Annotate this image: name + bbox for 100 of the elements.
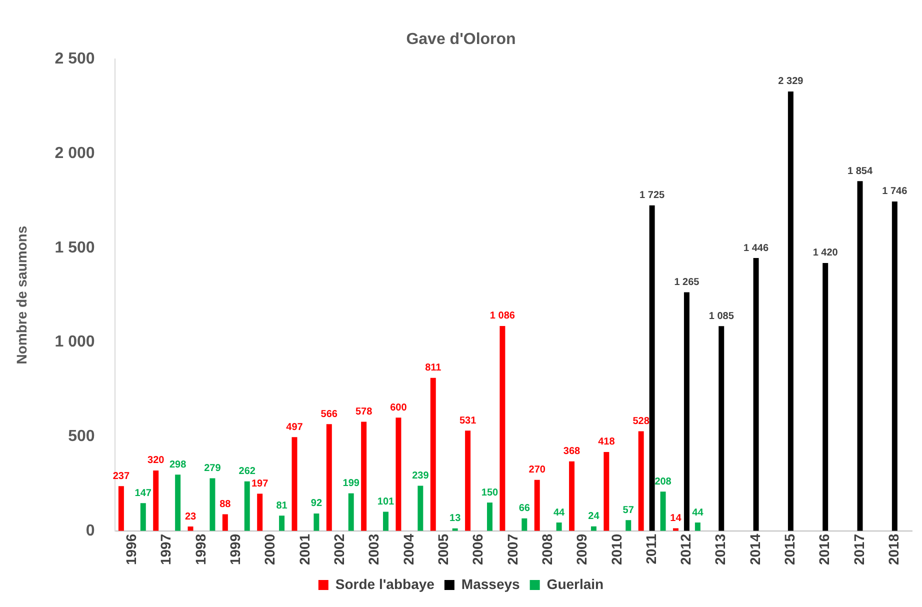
bar — [418, 486, 424, 531]
bar — [822, 262, 828, 531]
bar — [522, 518, 528, 531]
data-label: 262 — [238, 466, 256, 478]
bar — [210, 478, 216, 531]
bar — [430, 378, 436, 531]
bar — [348, 493, 354, 531]
bar — [188, 526, 194, 531]
data-label: 1 854 — [847, 166, 873, 177]
data-label: 57 — [622, 504, 634, 516]
data-label: 23 — [184, 511, 197, 522]
data-label: 531 — [459, 415, 477, 426]
data-label: 147 — [134, 488, 152, 499]
data-label: 150 — [481, 487, 499, 498]
data-label: 208 — [654, 476, 672, 488]
x-tick-label: 2006 — [470, 534, 486, 566]
chart-title: Gave d'Oloron — [406, 31, 516, 48]
data-label: 101 — [377, 496, 395, 508]
y-tick-label: 1 000 — [54, 334, 95, 351]
bar — [361, 422, 367, 531]
data-label: 92 — [310, 498, 322, 510]
x-tick-label: 2010 — [608, 534, 624, 566]
bar — [604, 452, 610, 531]
bar — [788, 91, 794, 531]
bar — [244, 481, 250, 531]
data-label: 1 085 — [708, 310, 734, 322]
bar — [556, 522, 562, 531]
legend-label: Guerlain — [546, 576, 604, 592]
data-label: 1 420 — [812, 248, 838, 259]
data-label: 2 329 — [778, 76, 804, 88]
bar — [140, 503, 146, 531]
bar — [626, 520, 632, 531]
x-tick-label: 2004 — [400, 534, 416, 566]
x-tick-label: 2016 — [816, 534, 832, 566]
x-tick-label: 2014 — [746, 534, 763, 566]
data-label: 298 — [169, 459, 187, 470]
bar — [486, 502, 492, 531]
bar — [396, 418, 402, 531]
data-label: 81 — [276, 500, 288, 512]
y-tick-label: 2 500 — [54, 50, 95, 68]
data-label: 13 — [450, 513, 462, 524]
x-tick-label: 2008 — [538, 534, 555, 566]
x-tick-label: 2003 — [366, 534, 382, 566]
data-label: 199 — [342, 478, 360, 490]
data-label: 237 — [112, 470, 130, 482]
data-label: 24 — [588, 511, 600, 522]
x-tick-label: 1999 — [227, 534, 244, 566]
data-label: 66 — [518, 503, 530, 514]
bar — [175, 474, 181, 531]
legend-label: Masseys — [461, 576, 520, 592]
bar — [569, 461, 575, 531]
x-tick-label: 2018 — [886, 534, 902, 566]
data-label: 44 — [692, 507, 704, 518]
data-label: 279 — [204, 462, 222, 474]
x-tick-label: 2001 — [296, 534, 312, 566]
bar — [753, 258, 759, 531]
y-axis-title: Nombre de saumons — [13, 226, 30, 364]
bar — [500, 326, 506, 531]
data-label: 418 — [598, 436, 616, 448]
y-tick-label: 0 — [86, 522, 95, 540]
bar — [684, 292, 690, 531]
data-label: 600 — [390, 402, 408, 414]
x-tick-label: 2007 — [504, 534, 520, 566]
data-label: 497 — [286, 422, 304, 433]
data-label: 1 086 — [490, 310, 516, 322]
y-tick-label: 1 500 — [54, 239, 95, 256]
x-tick-label: 2000 — [262, 534, 278, 566]
data-label: 270 — [528, 464, 546, 476]
bar — [672, 528, 678, 531]
bar — [892, 201, 898, 531]
x-tick-label: 2012 — [678, 534, 694, 566]
x-tick-label: 2017 — [850, 534, 867, 566]
bar — [383, 512, 388, 531]
data-label: 197 — [251, 478, 269, 490]
data-label: 88 — [220, 499, 232, 510]
bar — [118, 486, 124, 531]
bar — [534, 480, 540, 531]
data-label: 14 — [670, 512, 682, 524]
x-tick-label: 2005 — [434, 534, 451, 566]
bar — [279, 516, 285, 531]
data-label: 44 — [553, 507, 566, 518]
x-tick-label: 1996 — [123, 534, 140, 566]
bar — [314, 514, 320, 531]
x-tick-label: 1997 — [158, 534, 174, 566]
bar — [292, 437, 298, 531]
bar — [857, 181, 863, 531]
x-tick-label: 2015 — [782, 534, 798, 566]
data-label: 811 — [425, 362, 442, 374]
data-label: 239 — [412, 470, 430, 482]
bar — [718, 326, 724, 531]
bar — [660, 492, 666, 531]
data-label: 528 — [632, 416, 650, 427]
data-label: 320 — [148, 455, 165, 466]
bar — [649, 205, 655, 531]
data-label: 1 446 — [744, 242, 769, 254]
y-tick-label: 2 000 — [54, 144, 95, 162]
data-label: 1 725 — [640, 190, 666, 202]
x-tick-label: 1998 — [192, 534, 208, 566]
data-label: 578 — [355, 406, 373, 418]
data-label: 1 265 — [674, 276, 700, 288]
